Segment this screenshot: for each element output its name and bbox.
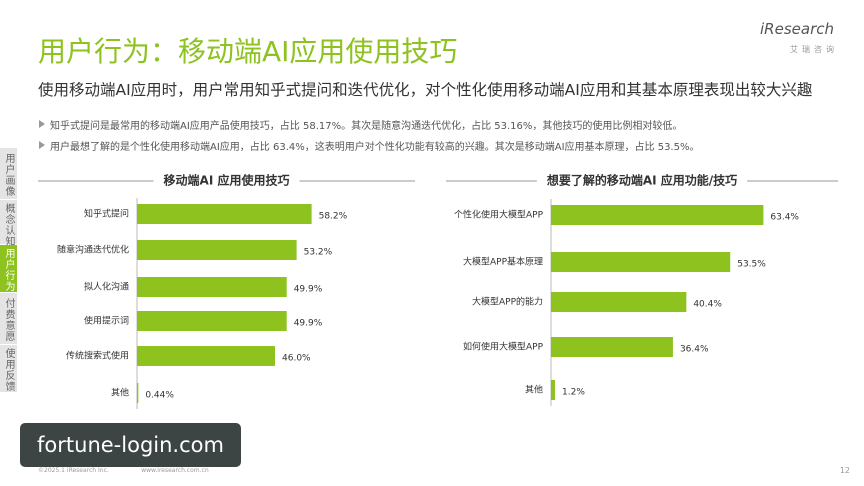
bar [551,380,556,400]
category-label: 知乎式提问 [84,208,129,220]
category-label: 其他 [111,387,129,399]
bar [137,346,275,366]
category-label: 拟人化沟通 [84,281,129,293]
nav-tab[interactable]: 使用反馈 [0,345,17,393]
category-label: 大模型APP基本原理 [463,256,543,268]
bar [551,252,731,272]
bar [551,205,764,225]
category-label: 使用提示词 [84,315,129,327]
bar [137,204,312,224]
page-number: 12 [839,466,850,475]
value-label: 1.2% [562,388,585,398]
logo: iResearch [760,20,834,38]
bullet: 知乎式提问是最常用的移动端AI应用产品使用技巧，占比 58.17%。其次是随意沟… [38,117,682,132]
subtitle: 使用移动端AI应用时，用户常用知乎式提问和迭代优化，对个性化使用移动端AI应用和… [38,81,813,99]
nav-tab[interactable]: 付费意愿 [0,293,17,345]
category-label: 其他 [525,384,543,396]
value-label: 36.4% [680,345,709,355]
value-label: 53.2% [304,248,333,258]
chart-title: 想要了解的移动端AI 应用功能/技巧 [546,173,737,188]
bar [137,311,287,331]
value-label: 63.4% [770,213,799,223]
category-label: 个性化使用大模型APP [454,209,544,221]
logo-sub: 艾瑞咨询 [790,45,838,54]
category-label: 如何使用大模型APP [463,341,544,353]
nav-tab[interactable]: 用户行为 [0,245,17,293]
value-label: 46.0% [282,354,311,364]
nav-tab[interactable]: 用户画像 [0,148,17,200]
bar [137,277,287,297]
slide-title: 用户行为：移动端AI应用使用技巧 [38,35,458,68]
footer: ©2025.1 iResearch Inc. www.iresearch.com… [38,467,209,474]
category-label: 传统搜索式使用 [66,350,129,362]
bullet: 用户最想了解的是个性化使用移动端AI应用，占比 63.4%，这表明用户对个性化功… [38,138,699,153]
bar [551,292,687,312]
category-label: 大模型APP的能力 [472,296,543,308]
value-label: 58.2% [319,212,348,222]
value-label: 53.5% [737,260,766,270]
bar [137,383,139,403]
value-label: 40.4% [693,300,722,310]
bar [137,240,297,260]
value-label: 0.44% [145,391,174,401]
chart-title: 移动端AI 应用使用技巧 [164,173,290,188]
category-label: 随意沟通迭代优化 [57,244,129,256]
value-label: 49.9% [294,285,323,295]
nav-tab[interactable]: 概念认知 [0,200,17,247]
value-label: 49.9% [294,319,323,329]
watermark: fortune-login.com [20,423,241,467]
bar [551,337,673,357]
